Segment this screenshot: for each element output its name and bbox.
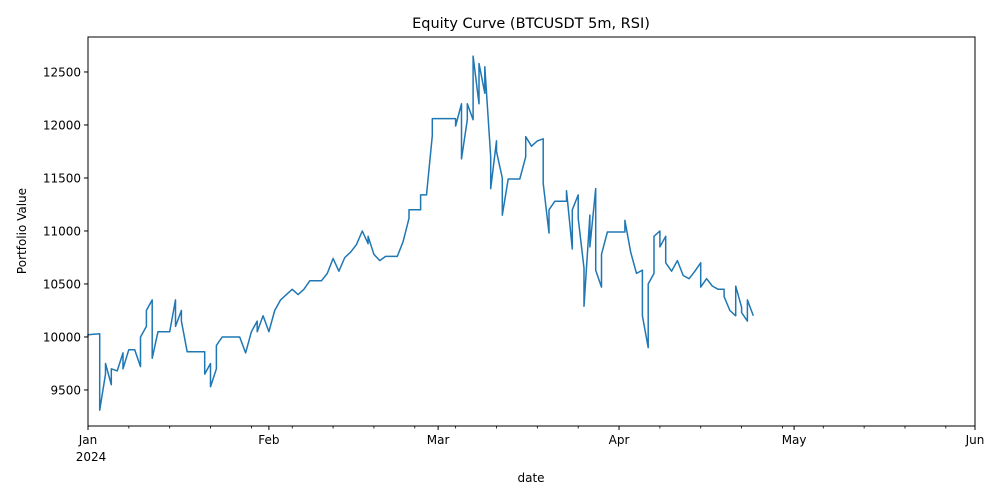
- y-tick-label: 12000: [43, 118, 81, 132]
- y-tick-label: 11000: [43, 224, 81, 238]
- x-tick-label: Jun: [965, 433, 985, 447]
- y-tick-label: 12500: [43, 65, 81, 79]
- series-layer: [87, 55, 755, 411]
- y-axis-title: Portfolio Value: [15, 188, 29, 274]
- y-tick-label: 10000: [43, 330, 81, 344]
- x-tick-label: Mar: [427, 433, 450, 447]
- y-tick-label: 9500: [50, 383, 81, 397]
- equity-curve-line: [87, 55, 755, 411]
- x-tick-sublabel: 2024: [76, 450, 107, 464]
- x-tick-label: May: [782, 433, 807, 447]
- y-tick-label: 10500: [43, 277, 81, 291]
- x-tick-label: Apr: [609, 433, 630, 447]
- x-tick-label: Feb: [258, 433, 279, 447]
- plot-frame: [87, 36, 976, 427]
- x-tick-label: Jan: [78, 433, 98, 447]
- y-tick-label: 11500: [43, 171, 81, 185]
- chart-title: Equity Curve (BTCUSDT 5m, RSI): [412, 16, 650, 32]
- plot-area: [88, 37, 975, 426]
- y-axis: 9500 10000 10500 11000 11500 12000 12500: [43, 65, 88, 397]
- x-axis-title: date: [517, 471, 544, 485]
